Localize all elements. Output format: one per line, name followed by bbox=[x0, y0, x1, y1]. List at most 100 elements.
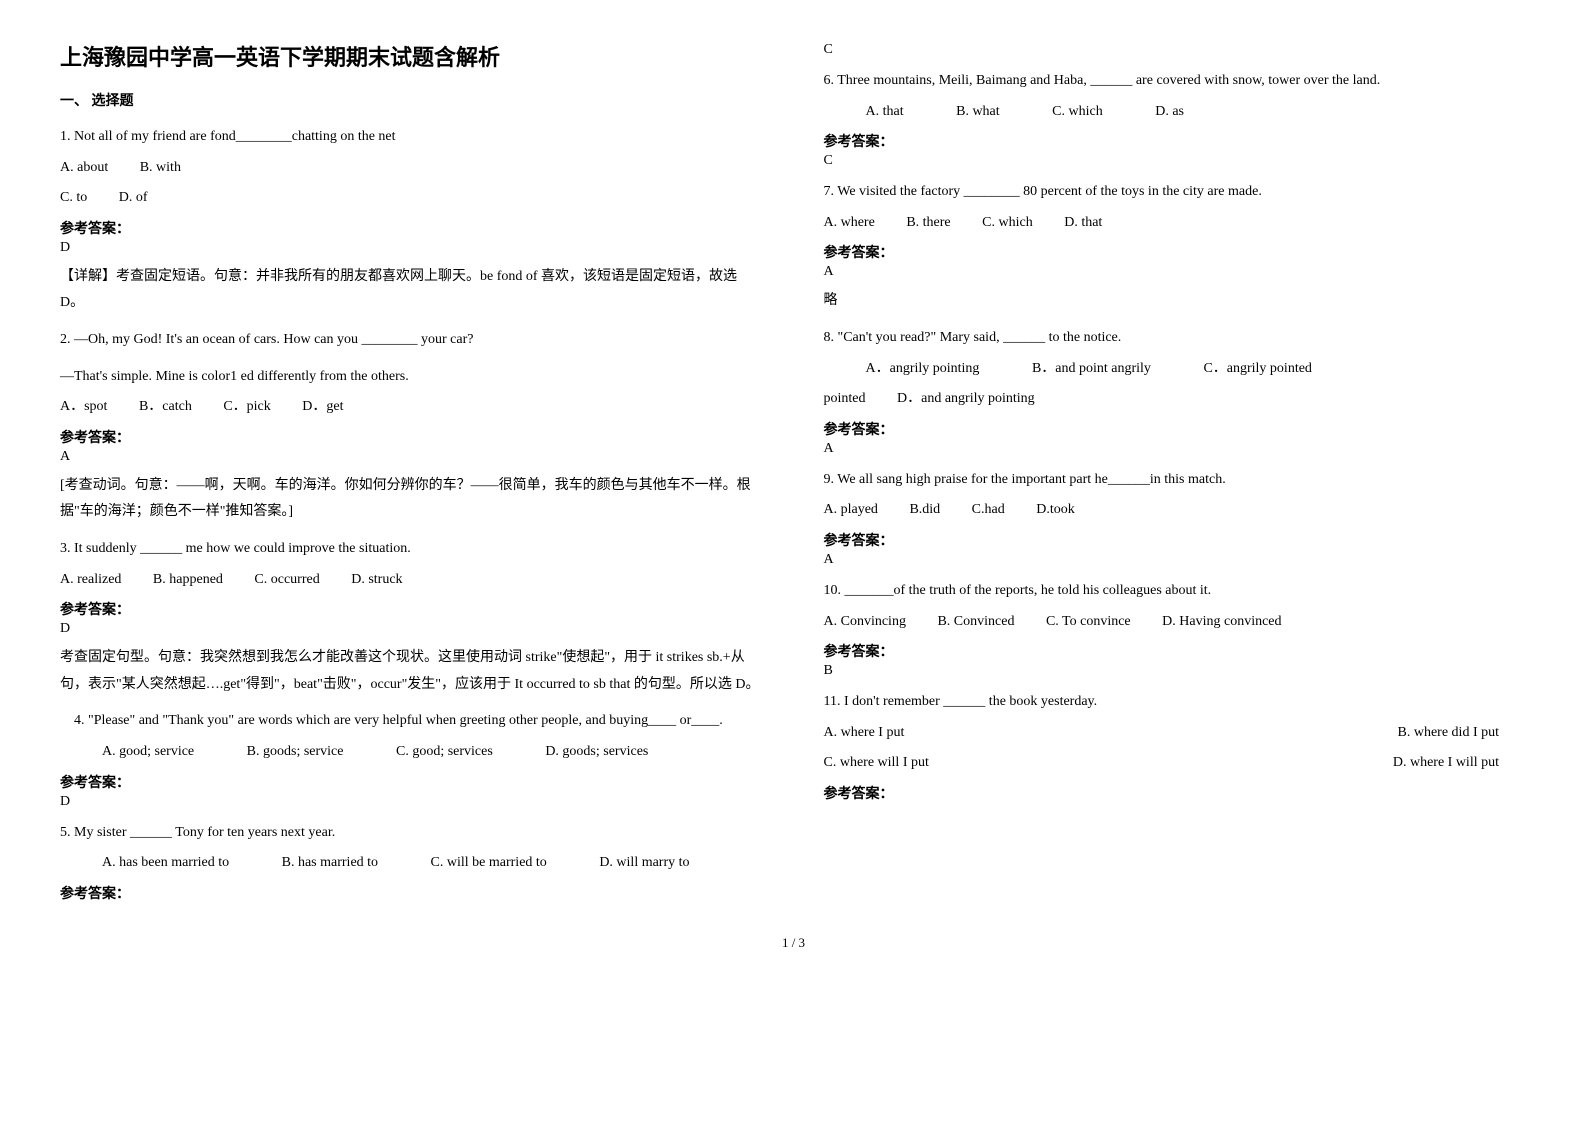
q9-options: A. played B.did C.had D.took bbox=[824, 497, 1528, 524]
q4-optD: D. goods; services bbox=[524, 739, 648, 766]
q8-ans: A bbox=[824, 441, 1528, 457]
q4-optA: A. good; service bbox=[81, 739, 194, 766]
q1-expl: 【详解】考查固定短语。句意：并非我所有的朋友都喜欢网上聊天。be fond of… bbox=[60, 264, 764, 317]
q8-optA: A．angrily pointing bbox=[845, 356, 980, 383]
q3-optD: D. struck bbox=[351, 567, 402, 594]
q5-optC: C. will be married to bbox=[410, 850, 547, 877]
q9-optD: D.took bbox=[1036, 497, 1075, 524]
right-column: C 6. Three mountains, Meili, Baimang and… bbox=[824, 40, 1528, 905]
q6-options: A. that B. what C. which D. as bbox=[824, 99, 1528, 126]
left-column: 上海豫园中学高一英语下学期期末试题含解析 一、 选择题 1. Not all o… bbox=[60, 40, 764, 905]
q7-optD: D. that bbox=[1064, 210, 1102, 237]
q8-stem: 8. "Can't you read?" Mary said, ______ t… bbox=[824, 325, 1528, 352]
q5-options: A. has been married to B. has married to… bbox=[60, 850, 764, 877]
q3-ans: D bbox=[60, 621, 764, 637]
q7-options: A. where B. there C. which D. that bbox=[824, 210, 1528, 237]
q9-stem: 9. We all sang high praise for the impor… bbox=[824, 467, 1528, 494]
q6-optB: B. what bbox=[935, 99, 1000, 126]
q4-ans-label: 参考答案： bbox=[60, 772, 764, 792]
q3-optA: A. realized bbox=[60, 567, 121, 594]
q1-optD: D. of bbox=[119, 185, 148, 212]
q5-optD: D. will marry to bbox=[578, 850, 689, 877]
q10-ans: B bbox=[824, 663, 1528, 679]
q10-options: A. Convincing B. Convinced C. To convinc… bbox=[824, 609, 1528, 636]
section-header-1: 一、 选择题 bbox=[60, 90, 764, 110]
q1-optA: A. about bbox=[60, 155, 108, 182]
q9-ans-label: 参考答案： bbox=[824, 530, 1528, 550]
q3-optB: B. happened bbox=[153, 567, 223, 594]
q10-stem: 10. _______of the truth of the reports, … bbox=[824, 578, 1528, 605]
q11-optC: C. where will I put bbox=[824, 750, 1148, 777]
q6-ans: C bbox=[824, 153, 1528, 169]
q6-optD: D. as bbox=[1134, 99, 1184, 126]
q4-stem: 4. "Please" and "Thank you" are words wh… bbox=[60, 708, 764, 735]
page-number: 1 / 3 bbox=[60, 935, 1527, 951]
q2-optC: C．pick bbox=[223, 394, 270, 421]
q3-stem: 3. It suddenly ______ me how we could im… bbox=[60, 536, 764, 563]
q2-ans-label: 参考答案： bbox=[60, 427, 764, 447]
q7-optC: C. which bbox=[982, 210, 1033, 237]
q9-optC: C.had bbox=[972, 497, 1005, 524]
q4-options: A. good; service B. goods; service C. go… bbox=[60, 739, 764, 766]
q8-ans-label: 参考答案： bbox=[824, 419, 1528, 439]
q1-options-row1: A. about B. with bbox=[60, 155, 764, 182]
q4-optB: B. goods; service bbox=[226, 739, 344, 766]
q1-optB: B. with bbox=[140, 155, 181, 182]
q11-optD: D. where I will put bbox=[1175, 750, 1499, 777]
q11-ans-label: 参考答案： bbox=[824, 783, 1528, 803]
q3-expl: 考查固定句型。句意：我突然想到我怎么才能改善这个现状。这里使用动词 strike… bbox=[60, 645, 764, 698]
q2-optB: B．catch bbox=[139, 394, 192, 421]
q7-stem: 7. We visited the factory ________ 80 pe… bbox=[824, 179, 1528, 206]
q6-optA: A. that bbox=[845, 99, 904, 126]
q1-options-row2: C. to D. of bbox=[60, 185, 764, 212]
q11-optB: B. where did I put bbox=[1175, 720, 1499, 747]
q7-optB: B. there bbox=[906, 210, 950, 237]
q9-optA: A. played bbox=[824, 497, 878, 524]
q7-expl: 略 bbox=[824, 288, 1528, 315]
q1-optC: C. to bbox=[60, 185, 87, 212]
q11-optA: A. where I put bbox=[824, 720, 1148, 747]
q4-optC: C. good; services bbox=[375, 739, 493, 766]
q11-stem: 11. I don't remember ______ the book yes… bbox=[824, 689, 1528, 716]
q5-ans: C bbox=[824, 42, 1528, 58]
q1-stem: 1. Not all of my friend are fond________… bbox=[60, 124, 764, 151]
q2-stem2: —That's simple. Mine is color1 ed differ… bbox=[60, 364, 764, 391]
q5-optB: B. has married to bbox=[261, 850, 378, 877]
q11-options-row1: A. where I put B. where did I put bbox=[824, 720, 1528, 747]
q2-expl: [考查动词。句意：——啊，天啊。车的海洋。你如何分辨你的车？——很简单，我车的颜… bbox=[60, 473, 764, 526]
q9-ans: A bbox=[824, 552, 1528, 568]
q11-options-row2: C. where will I put D. where I will put bbox=[824, 750, 1528, 777]
q10-ans-label: 参考答案： bbox=[824, 641, 1528, 661]
q6-ans-label: 参考答案： bbox=[824, 131, 1528, 151]
q8-optC-cont: pointed bbox=[824, 386, 866, 413]
q2-options: A．spot B．catch C．pick D．get bbox=[60, 394, 764, 421]
q10-optA: A. Convincing bbox=[824, 609, 906, 636]
q3-optC: C. occurred bbox=[254, 567, 319, 594]
q7-ans-label: 参考答案： bbox=[824, 242, 1528, 262]
q8-optC: C．angrily pointed bbox=[1182, 356, 1312, 383]
q3-options: A. realized B. happened C. occurred D. s… bbox=[60, 567, 764, 594]
q5-ans-label: 参考答案： bbox=[60, 883, 764, 903]
exam-title: 上海豫园中学高一英语下学期期末试题含解析 bbox=[60, 40, 764, 72]
q6-stem: 6. Three mountains, Meili, Baimang and H… bbox=[824, 68, 1528, 95]
q8-options-row2: pointed D．and angrily pointing bbox=[824, 386, 1528, 413]
q8-optB: B．and point angrily bbox=[1011, 356, 1151, 383]
q2-ans: A bbox=[60, 449, 764, 465]
q1-ans-label: 参考答案： bbox=[60, 218, 764, 238]
q5-optA: A. has been married to bbox=[81, 850, 229, 877]
q4-ans: D bbox=[60, 794, 764, 810]
q6-optC: C. which bbox=[1031, 99, 1103, 126]
q3-ans-label: 参考答案： bbox=[60, 599, 764, 619]
q10-optC: C. To convince bbox=[1046, 609, 1131, 636]
q8-optD: D．and angrily pointing bbox=[897, 386, 1035, 413]
q7-optA: A. where bbox=[824, 210, 875, 237]
q2-optA: A．spot bbox=[60, 394, 107, 421]
q9-optB: B.did bbox=[909, 497, 940, 524]
q10-optB: B. Convinced bbox=[937, 609, 1014, 636]
q7-ans: A bbox=[824, 264, 1528, 280]
q2-stem1: 2. —Oh, my God! It's an ocean of cars. H… bbox=[60, 327, 764, 354]
q1-ans: D bbox=[60, 240, 764, 256]
page: 上海豫园中学高一英语下学期期末试题含解析 一、 选择题 1. Not all o… bbox=[60, 40, 1527, 905]
q2-optD: D．get bbox=[302, 394, 343, 421]
q8-options-row1: A．angrily pointing B．and point angrily C… bbox=[824, 356, 1528, 383]
